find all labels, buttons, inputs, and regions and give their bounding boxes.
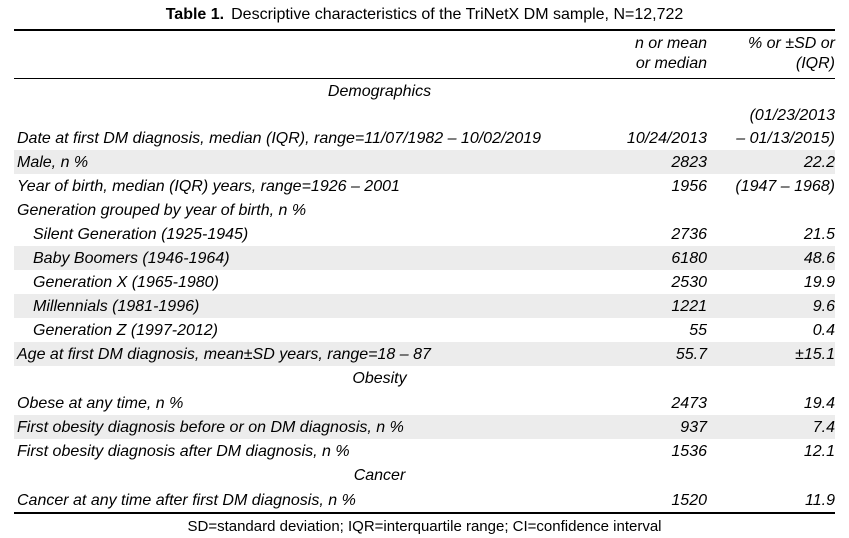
table-row: Generation Z (1997-2012) 55 0.4 [14, 318, 835, 342]
table-caption: Descriptive characteristics of the TriNe… [231, 6, 684, 23]
section-header: Cancer [353, 467, 406, 484]
row-value-n: 2473 [671, 395, 707, 412]
row-value-pct: 22.2 [803, 154, 835, 171]
table-row: First obesity diagnosis after DM diagnos… [14, 439, 835, 463]
row-label: Baby Boomers (1946-1964) [33, 250, 230, 267]
row-label: Cancer at any time after first DM diagno… [17, 492, 356, 509]
row-value-pct: 7.4 [812, 419, 835, 436]
row-value-n: 55.7 [675, 346, 707, 363]
row-value-pct: ±15.1 [795, 346, 835, 363]
row-label: Silent Generation (1925-1945) [33, 226, 249, 243]
row-value-pct: 9.6 [812, 298, 835, 315]
row-value-pct: 12.1 [803, 443, 835, 460]
row-value-n: 1536 [671, 443, 707, 460]
row-value-pct: 0.4 [812, 322, 835, 339]
row-value-pct: 19.9 [803, 274, 835, 291]
row-label: First obesity diagnosis after DM diagnos… [17, 443, 350, 460]
column-headers: n or mean or median % or ±SD or (IQR) [14, 31, 835, 78]
column-header-pct-or-sd: % or ±SD or (IQR) [707, 34, 835, 74]
table-row: Generation grouped by year of birth, n % [14, 198, 835, 222]
column-header-line: % or ±SD or [747, 35, 835, 52]
row-value-pct-line: – 01/13/2015) [736, 130, 835, 147]
row-value-n: 6180 [671, 250, 707, 267]
row-label: Male, n % [17, 154, 89, 171]
row-value-n: 937 [680, 419, 707, 436]
row-label: Generation grouped by year of birth, n % [17, 202, 307, 219]
row-label: Obese at any time, n % [17, 395, 184, 412]
table-row: Generation X (1965-1980) 2530 19.9 [14, 270, 835, 294]
section-header: Obesity [352, 370, 407, 387]
table-row: Silent Generation (1925-1945) 2736 21.5 [14, 222, 835, 246]
column-header-line: or median [635, 55, 707, 72]
rule-bottom [14, 512, 835, 514]
row-value-pct: (1947 – 1968) [735, 178, 835, 195]
section-header: Demographics [327, 83, 432, 100]
row-value-pct: 11.9 [805, 492, 835, 509]
table-row: Date at first DM diagnosis, median (IQR)… [14, 104, 835, 150]
row-label: First obesity diagnosis before or on DM … [17, 419, 404, 436]
table-row: Year of birth, median (IQR) years, range… [14, 174, 835, 198]
row-label: Millennials (1981-1996) [33, 298, 200, 315]
table-row: Male, n % 2823 22.2 [14, 150, 835, 174]
row-value-n: 55 [689, 322, 707, 339]
row-value-pct: (01/23/2013 – 01/13/2015) [707, 104, 835, 150]
table-row: First obesity diagnosis before or on DM … [14, 415, 835, 439]
table-body: Demographics Date at first DM diagnosis, … [14, 79, 835, 512]
row-label: Generation Z (1997-2012) [33, 322, 218, 339]
rule-top [14, 29, 835, 31]
row-label: Age at first DM diagnosis, mean±SD years… [17, 346, 431, 363]
column-header-line: (IQR) [795, 55, 835, 72]
row-label: Generation X (1965-1980) [33, 274, 219, 291]
row-value-n: 2823 [671, 154, 707, 171]
row-value-pct-line: (01/23/2013 [749, 107, 835, 124]
row-label: Year of birth, median (IQR) years, range… [17, 178, 400, 195]
row-value-n: 2530 [671, 274, 707, 291]
table-number: Table 1. [165, 6, 225, 23]
table-row: Age at first DM diagnosis, mean±SD years… [14, 342, 835, 366]
table-title: Table 1. Descriptive characteristics of t… [0, 0, 849, 29]
table-row: Obese at any time, n % 2473 19.4 [14, 391, 835, 415]
table-row: Baby Boomers (1946-1964) 6180 48.6 [14, 246, 835, 270]
rule-under-header [14, 78, 835, 79]
row-value-n: 10/24/2013 [626, 130, 707, 147]
row-value-pct: 19.4 [803, 395, 835, 412]
row-value-n: 1520 [671, 492, 707, 509]
table-row: Cancer at any time after first DM diagno… [14, 488, 835, 512]
row-value-pct: 48.6 [803, 250, 835, 267]
row-value-n: 1221 [671, 298, 707, 315]
table-row: Millennials (1981-1996) 1221 9.6 [14, 294, 835, 318]
table-footnote: SD=standard deviation; IQR=interquartile… [187, 518, 662, 535]
column-header-n-or-mean: n or mean or median [607, 34, 707, 74]
row-value-n: 1956 [671, 178, 707, 195]
row-value-n: 2736 [671, 226, 707, 243]
row-value-pct: 21.5 [803, 226, 835, 243]
row-label: Date at first DM diagnosis, median (IQR)… [17, 130, 542, 147]
column-header-line: n or mean [634, 35, 707, 52]
